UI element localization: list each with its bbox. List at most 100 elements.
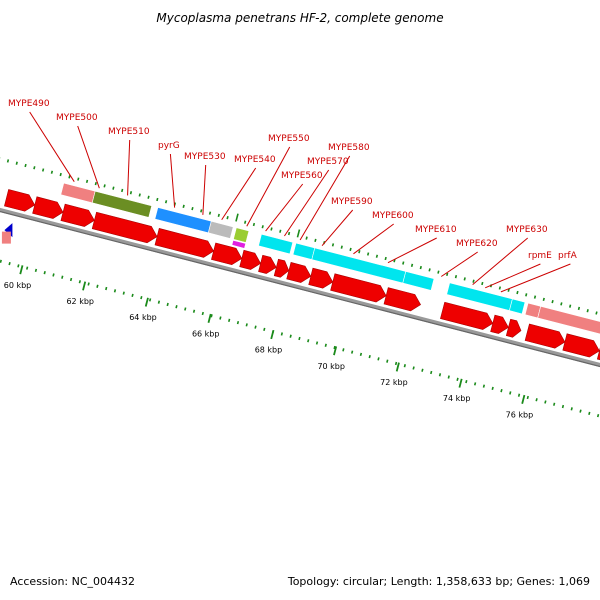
inner-tick xyxy=(570,407,573,411)
accession-text: Accession: NC_004432 xyxy=(10,575,136,588)
outer-tick xyxy=(138,193,141,197)
cds-arrow xyxy=(32,196,64,219)
major-tick xyxy=(19,265,24,275)
outer-tick xyxy=(279,229,282,233)
backbone-line xyxy=(0,207,600,368)
outer-tick xyxy=(235,213,239,222)
cds-arrow xyxy=(60,203,95,227)
outer-tick xyxy=(129,191,133,195)
cog-feature xyxy=(292,242,316,260)
outer-tick xyxy=(121,188,124,193)
outer-tick xyxy=(305,236,308,240)
cog-feature xyxy=(537,305,600,335)
inner-tick xyxy=(140,295,143,300)
inner-tick xyxy=(69,277,73,282)
outer-tick xyxy=(200,209,203,213)
inner-tick xyxy=(447,375,450,379)
inner-tick xyxy=(368,354,371,359)
outer-tick xyxy=(24,163,27,168)
inner-tick xyxy=(579,409,582,413)
outer-tick xyxy=(568,304,572,308)
inner-tick xyxy=(535,398,538,402)
strand-markers xyxy=(1,223,13,244)
outer-tick xyxy=(261,225,264,229)
strand-marker-salmon xyxy=(1,231,11,244)
outer-tick xyxy=(147,195,150,199)
cog-feature xyxy=(509,298,526,315)
outer-tick xyxy=(402,261,405,265)
outer-tick xyxy=(15,161,18,165)
backbone-shadow xyxy=(0,210,600,368)
inner-tick xyxy=(350,350,354,354)
gene-leader-line xyxy=(299,155,351,241)
gene-leader-line xyxy=(127,139,131,196)
cog-feature xyxy=(258,233,294,255)
inner-tick xyxy=(421,368,424,372)
inner-tick xyxy=(78,280,81,284)
outer-tick xyxy=(112,186,115,190)
gene-leader-line xyxy=(169,153,176,208)
inner-tick xyxy=(43,271,46,275)
outer-tick xyxy=(410,263,414,267)
gene-leader-line xyxy=(284,169,330,237)
kbp-label: 66 kbp xyxy=(192,329,220,338)
inner-tick xyxy=(517,393,521,397)
inner-tick xyxy=(105,286,108,291)
outer-tick xyxy=(419,265,422,270)
outer-tick xyxy=(542,297,545,302)
cds-arrow xyxy=(505,318,522,338)
outer-tick xyxy=(182,204,185,208)
gene-label: rpmE xyxy=(528,251,552,261)
kbp-label: 68 kbp xyxy=(255,346,283,355)
gene-leader-line xyxy=(353,223,394,255)
gene-leader-line xyxy=(202,164,207,215)
kbp-label: 60 kbp xyxy=(4,281,32,290)
outer-tick xyxy=(314,238,317,243)
inner-tick xyxy=(438,373,442,377)
outer-tick xyxy=(375,254,379,258)
outer-tick xyxy=(164,200,168,204)
kbp-label: 72 kbp xyxy=(380,378,408,387)
inner-tick xyxy=(113,289,117,293)
gene-label: MYPE610 xyxy=(415,225,457,235)
inner-tick xyxy=(17,264,20,268)
outer-tick-ring xyxy=(0,157,598,315)
outer-tick xyxy=(384,256,387,261)
cog-feature xyxy=(91,190,153,218)
genome-backbone xyxy=(0,207,600,368)
inner-tick xyxy=(87,282,90,286)
cds-arrow xyxy=(308,267,334,289)
cds-arrow xyxy=(286,262,312,283)
kbp-label: 64 kbp xyxy=(129,313,157,322)
inner-tick xyxy=(403,364,406,368)
outer-tick xyxy=(366,252,370,256)
major-tick xyxy=(521,394,526,404)
kbp-labels: 60 kbp 62 kbp 64 kbp 66 kbp 68 kbp 70 kbp 72 k… xyxy=(4,281,533,420)
inner-tick xyxy=(219,316,222,320)
gene-label: MYPE570 xyxy=(307,157,349,167)
gene-labels: MYPE490 MYPE500 MYPE510 pyrG MYPE530 MYPE540 M… xyxy=(8,99,578,293)
inner-tick xyxy=(553,402,556,406)
major-tick xyxy=(333,346,338,356)
kbp-label: 74 kbp xyxy=(443,394,471,403)
inner-tick xyxy=(509,391,512,395)
gene-label: MYPE560 xyxy=(281,171,323,181)
inner-tick xyxy=(377,357,380,361)
inner-tick xyxy=(412,366,415,370)
inner-tick xyxy=(456,377,459,381)
cds-arrow xyxy=(4,189,36,212)
outer-tick xyxy=(50,170,54,174)
inner-tick xyxy=(122,291,125,295)
outer-tick xyxy=(340,245,343,249)
kbp-label: 70 kbp xyxy=(317,362,345,371)
gene-label: prfA xyxy=(558,251,578,261)
outer-tick xyxy=(156,197,159,202)
inner-tick xyxy=(34,268,38,273)
inner-tick xyxy=(298,336,301,341)
cds-arrow xyxy=(562,333,600,358)
gene-leader-line xyxy=(265,183,304,232)
major-tick xyxy=(82,281,87,291)
inner-tick xyxy=(386,359,389,363)
inner-tick xyxy=(394,361,398,366)
outer-tick xyxy=(226,216,229,220)
